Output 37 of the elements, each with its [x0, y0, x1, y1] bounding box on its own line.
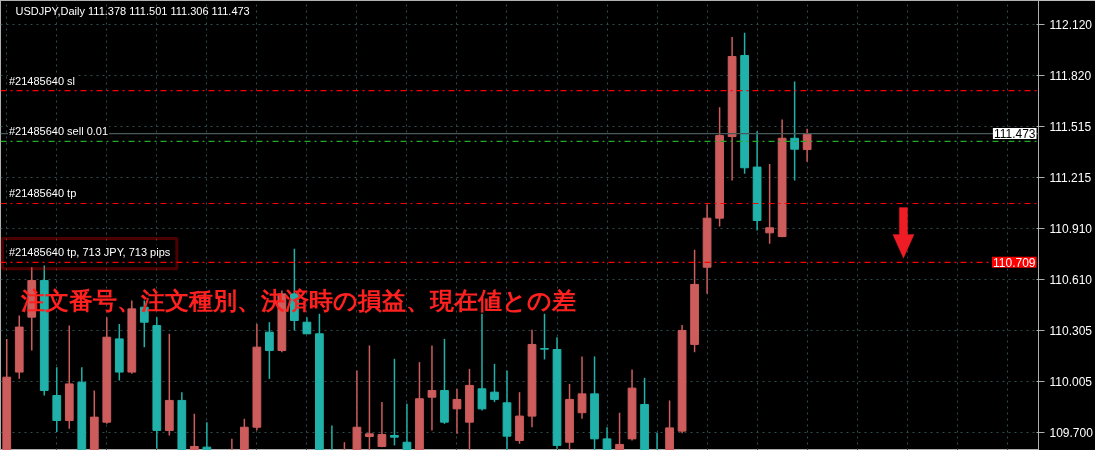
ref-line-label: #21485640 sl — [9, 74, 76, 87]
ref-line-label: #21485640 tp — [9, 187, 77, 200]
candlestick — [390, 358, 399, 447]
ref-line-label: #21485640 sell 0.01 — [9, 125, 109, 138]
annotation: 111.473 — [993, 127, 1036, 142]
candlestick — [352, 369, 362, 450]
candlestick — [452, 388, 462, 435]
candlestick — [202, 421, 212, 450]
candlestick — [802, 128, 812, 163]
y-tick-label: 111.820 — [1049, 68, 1092, 83]
candlestick — [477, 313, 487, 412]
candlestick — [540, 313, 549, 361]
y-tick-label: 110.610 — [1049, 272, 1093, 287]
candlestick — [189, 412, 199, 450]
candlestick — [377, 401, 387, 448]
candlestick — [615, 411, 624, 450]
y-tick-label: 110.005 — [1049, 374, 1093, 389]
annotation: 110.709 — [993, 255, 1036, 270]
y-tick-label: 110.910 — [1049, 221, 1093, 236]
candlestick — [602, 426, 612, 450]
candlestick — [265, 321, 274, 380]
y-tick-label: 111.215 — [1049, 170, 1092, 185]
candlestick — [239, 418, 249, 450]
y-tick-label: 111.515 — [1049, 119, 1092, 134]
candlestick — [665, 399, 674, 450]
y-tick-label: 110.305 — [1049, 323, 1093, 338]
candlestick — [490, 363, 499, 403]
candlestick — [790, 80, 800, 182]
ref-line-label: #21485640 tp, 713 JPY, 713 pips — [9, 246, 171, 259]
candlestick — [365, 344, 374, 450]
y-tick-label: 109.700 — [1049, 425, 1094, 440]
candlestick — [402, 403, 412, 450]
candlestick — [577, 355, 587, 420]
candlestick — [427, 344, 437, 432]
y-tick-label: 112.120 — [1049, 17, 1093, 32]
chart-title: USDJPY,Daily 111.378 111.501 111.306 111.473 — [15, 4, 250, 17]
candlestick — [765, 163, 774, 245]
